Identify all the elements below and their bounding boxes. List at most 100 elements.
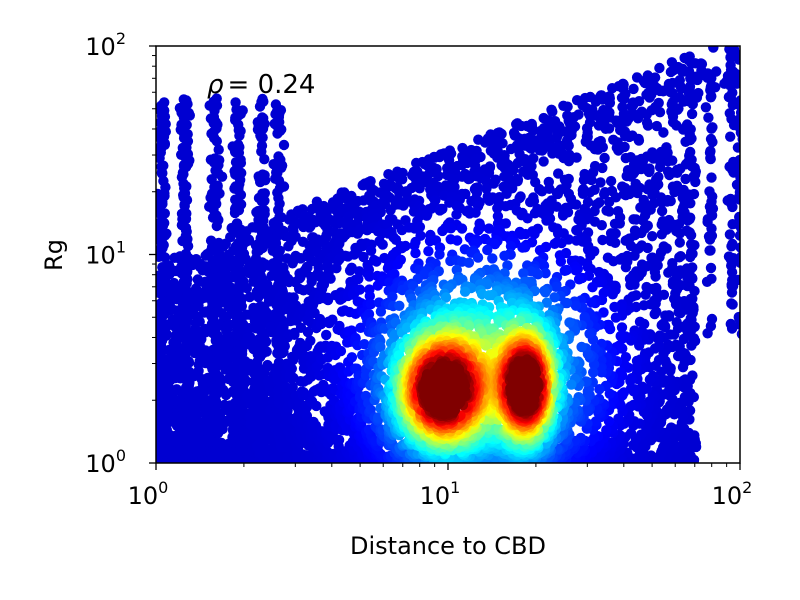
data-point	[601, 425, 612, 436]
data-point	[728, 119, 740, 131]
data-point	[725, 52, 736, 63]
data-point	[260, 336, 272, 347]
data-point	[633, 135, 645, 146]
data-point	[685, 251, 696, 263]
data-point	[616, 92, 628, 104]
data-point	[725, 318, 736, 330]
data-point	[680, 173, 691, 185]
data-point	[726, 241, 737, 252]
data-point	[615, 330, 626, 342]
data-point	[723, 91, 735, 103]
data-point	[664, 169, 675, 181]
data-point	[526, 143, 537, 154]
data-point	[607, 83, 618, 94]
data-point	[517, 242, 528, 253]
data-point	[211, 136, 222, 147]
data-point	[576, 341, 587, 353]
data-point	[259, 195, 270, 206]
data-point	[278, 139, 290, 151]
data-point	[161, 228, 172, 239]
data-point	[605, 175, 617, 187]
data-point	[423, 246, 434, 257]
data-point	[654, 161, 666, 173]
data-point	[725, 131, 736, 142]
data-point	[325, 273, 336, 284]
data-point	[182, 240, 194, 252]
data-point	[473, 224, 484, 236]
data-point	[609, 301, 620, 313]
data-point	[640, 289, 651, 300]
data-point	[414, 221, 426, 233]
data-point	[377, 239, 388, 250]
data-point	[180, 213, 192, 225]
data-point	[609, 218, 621, 229]
data-point	[421, 210, 432, 221]
data-point	[558, 100, 569, 112]
data-point	[311, 400, 322, 412]
data-point	[620, 262, 632, 273]
data-point	[672, 350, 684, 362]
data-point	[354, 284, 366, 295]
data-point	[563, 156, 575, 167]
data-point	[552, 228, 564, 239]
data-point	[410, 247, 421, 259]
data-point	[272, 128, 283, 139]
data-point	[616, 322, 628, 333]
data-point	[257, 132, 268, 143]
data-point	[719, 78, 730, 89]
data-point	[726, 287, 738, 298]
data-point	[654, 62, 665, 74]
data-point	[400, 240, 411, 252]
data-point	[437, 225, 448, 237]
data-point	[735, 127, 740, 138]
data-point	[676, 66, 688, 77]
data-point	[463, 257, 475, 268]
data-point	[522, 169, 534, 180]
data-point	[731, 179, 740, 190]
data-point	[259, 154, 270, 165]
data-point	[705, 153, 716, 165]
data-point	[650, 271, 661, 282]
data-point	[464, 208, 475, 219]
data-point	[686, 108, 698, 120]
data-point	[644, 374, 656, 385]
data-point	[456, 223, 468, 234]
data-point	[161, 329, 173, 340]
data-point	[690, 176, 701, 188]
data-point	[639, 77, 651, 89]
data-point	[732, 142, 740, 153]
data-point	[656, 229, 667, 240]
data-point	[211, 220, 222, 232]
data-point	[632, 113, 644, 124]
data-point	[283, 241, 294, 252]
data-point	[157, 198, 168, 210]
data-point	[671, 120, 682, 131]
data-point	[159, 252, 171, 263]
data-point	[564, 317, 575, 328]
data-point	[157, 242, 168, 254]
data-point	[628, 214, 639, 225]
data-point	[578, 174, 590, 186]
data-point	[394, 300, 405, 311]
data-point	[346, 352, 358, 363]
data-point	[658, 127, 669, 138]
data-point	[385, 204, 396, 216]
data-point	[540, 287, 551, 298]
data-point	[706, 123, 717, 134]
data-point	[705, 92, 716, 103]
data-point	[700, 102, 712, 113]
data-point	[286, 363, 297, 374]
data-point	[600, 123, 611, 134]
data-point	[459, 286, 471, 297]
data-point	[463, 173, 474, 185]
data-point	[588, 367, 599, 378]
data-point	[726, 298, 737, 309]
data-point	[727, 99, 738, 111]
data-point	[214, 188, 225, 199]
data-point	[599, 152, 610, 164]
data-point	[584, 328, 595, 339]
data-point	[686, 58, 697, 69]
data-point	[235, 189, 247, 201]
data-point	[260, 175, 271, 186]
